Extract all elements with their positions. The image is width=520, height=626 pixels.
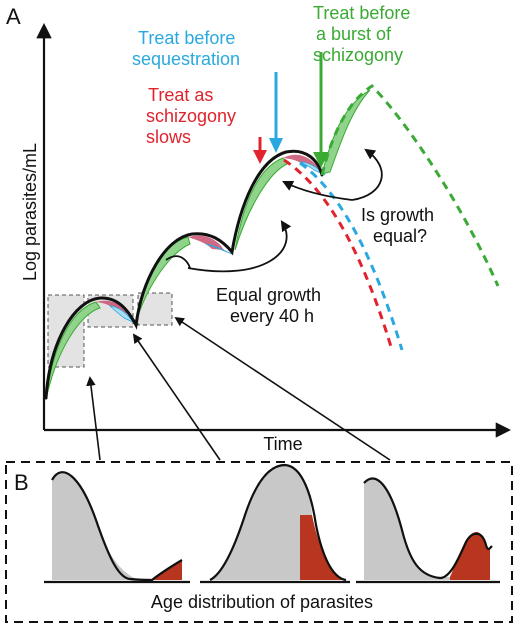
- blue-arrow-head: [269, 138, 283, 153]
- blue-fill-3: [299, 161, 326, 176]
- equal-growth-line-2: every 40 h: [230, 306, 314, 326]
- red-arrow-head: [253, 150, 267, 164]
- question-line-2: equal?: [373, 226, 427, 246]
- stage-boxes: [47, 292, 173, 368]
- panel-b-caption: Age distribution of parasites: [151, 592, 373, 612]
- red-label-line-2: schizogony: [146, 106, 236, 126]
- pointer-to-box-2: [132, 333, 221, 461]
- equal-growth-line-1: Equal growth: [216, 285, 321, 305]
- blue-label-line-1: Treat before: [138, 28, 235, 48]
- panel-b-letter: B: [14, 470, 29, 495]
- question-arrow-left: [282, 181, 353, 201]
- distribution-3-red: [450, 531, 490, 580]
- pointer-to-box-1: [86, 376, 101, 461]
- equal-arrow-left: [165, 255, 191, 269]
- red-decline-curve: [283, 158, 394, 351]
- distribution-3: [356, 477, 500, 584]
- blue-label-line-2: sequestration: [132, 49, 240, 69]
- panel-a-letter: A: [6, 4, 21, 29]
- y-axis-label: Log parasites/mL: [20, 143, 40, 281]
- pointer-to-box-3: [174, 316, 391, 461]
- red-label-line-3: slows: [146, 127, 191, 147]
- panel-b-frame: [5, 461, 513, 623]
- equal-arrow-right: [187, 220, 292, 273]
- red-label-line-1: Treat as: [148, 85, 213, 105]
- distribution-2-red: [300, 515, 344, 580]
- green-fill-4: [321, 89, 371, 175]
- distribution-2-gray: [210, 465, 312, 580]
- green-label-line-3: schizogony: [313, 45, 403, 65]
- green-label-line-1: Treat before: [313, 3, 410, 23]
- distribution-1-gray: [52, 472, 138, 580]
- blue-fill-2: [205, 243, 233, 255]
- distribution-3-curve: [363, 477, 493, 580]
- green-arrow-head: [313, 152, 329, 168]
- distribution-2: [200, 463, 350, 584]
- growth-curve: [44, 149, 324, 400]
- blue-decline-curve: [299, 161, 404, 351]
- question-line-1: Is growth: [361, 205, 434, 225]
- distribution-3-gray: [364, 478, 450, 580]
- distribution-2-curve: [209, 463, 347, 582]
- distribution-1: [44, 471, 190, 584]
- green-projection-curve: [320, 84, 500, 287]
- green-fill-1: [46, 301, 101, 396]
- green-label-line-2: a burst of: [316, 24, 392, 44]
- question-arrow-right: [351, 148, 383, 201]
- x-axis-label: Time: [263, 434, 302, 454]
- blue-fill-1: [108, 305, 135, 323]
- distribution-1-curve: [51, 471, 183, 582]
